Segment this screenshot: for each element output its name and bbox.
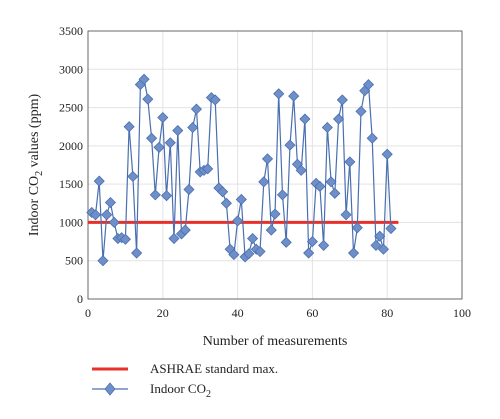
data-point-indoor-co2 — [254, 245, 266, 258]
data-point-indoor-co2 — [295, 164, 307, 176]
y-tick-label: 0 — [77, 292, 83, 306]
data-point-indoor-co2 — [217, 186, 229, 198]
legend-label-indoor: Indoor CO2 — [150, 381, 211, 400]
data-point-indoor-co2 — [190, 103, 203, 115]
data-point-indoor-co2 — [336, 94, 348, 106]
data-point-indoor-co2 — [299, 113, 311, 125]
legend-marker-indoor — [104, 382, 116, 396]
data-point-indoor-co2 — [108, 216, 120, 228]
data-point-indoor-co2 — [153, 141, 165, 153]
data-point-indoor-co2 — [138, 73, 150, 85]
data-point-indoor-co2 — [93, 175, 105, 187]
data-point-indoor-co2 — [284, 139, 296, 151]
data-point-indoor-co2 — [280, 236, 292, 248]
data-point-indoor-co2 — [209, 94, 221, 106]
data-point-indoor-co2 — [351, 222, 363, 234]
data-point-indoor-co2 — [344, 156, 356, 168]
data-point-indoor-co2 — [149, 189, 161, 201]
data-point-indoor-co2 — [288, 90, 300, 102]
data-point-indoor-co2 — [157, 111, 169, 124]
data-point-indoor-co2 — [123, 121, 135, 133]
data-point-indoor-co2 — [101, 209, 113, 221]
x-tick-label: 60 — [306, 306, 318, 320]
x-tick-label: 100 — [453, 306, 471, 320]
y-tick-label: 500 — [65, 254, 83, 268]
data-point-indoor-co2 — [220, 197, 232, 209]
data-point-indoor-co2 — [385, 222, 397, 235]
x-tick-label: 0 — [85, 306, 91, 320]
data-point-indoor-co2 — [168, 232, 180, 245]
data-point-indoor-co2 — [243, 248, 255, 260]
data-point-indoor-co2 — [362, 79, 375, 91]
data-point-indoor-co2 — [160, 190, 173, 202]
data-point-indoor-co2 — [269, 208, 281, 220]
data-point-indoor-co2 — [164, 137, 176, 149]
data-point-indoor-co2 — [235, 193, 247, 206]
data-point-indoor-co2 — [146, 132, 158, 144]
data-point-indoor-co2 — [127, 170, 139, 183]
plot-area — [87, 30, 463, 300]
data-point-indoor-co2 — [187, 121, 199, 134]
y-tick-label: 1000 — [59, 215, 83, 229]
data-point-indoor-co2 — [355, 105, 367, 117]
data-point-indoor-co2 — [202, 163, 214, 175]
data-point-indoor-co2 — [172, 124, 184, 137]
data-point-indoor-co2 — [261, 153, 274, 165]
gridlines — [88, 31, 462, 299]
data-point-indoor-co2 — [340, 209, 352, 221]
data-point-indoor-co2 — [303, 247, 315, 259]
data-point-indoor-co2 — [179, 224, 191, 236]
y-tick-label: 3500 — [59, 24, 83, 38]
data-point-indoor-co2 — [377, 243, 390, 255]
x-tick-labels: 0 20 40 60 80 100 — [85, 306, 471, 320]
data-point-indoor-co2 — [104, 196, 117, 209]
data-point-indoor-co2 — [276, 189, 289, 201]
y-tick-labels: 0 500 1000 1500 2000 2500 3000 3500 — [59, 24, 83, 306]
x-tick-label: 40 — [232, 306, 244, 320]
data-point-indoor-co2 — [142, 93, 154, 105]
y-axis-label: Indoor CO2 values (ppm) — [27, 94, 45, 237]
legend-label-standard: ASHRAE standard max. — [150, 361, 278, 376]
y-tick-label: 1500 — [59, 177, 83, 191]
series-layer — [86, 73, 399, 267]
y-tick-label: 2000 — [59, 139, 83, 153]
data-point-indoor-co2 — [321, 121, 333, 134]
data-point-indoor-co2 — [370, 239, 382, 251]
legend: ASHRAE standard max. Indoor CO2 — [92, 361, 278, 400]
data-point-indoor-co2 — [265, 224, 277, 236]
data-point-indoor-co2 — [89, 209, 102, 221]
data-point-indoor-co2 — [306, 236, 318, 248]
data-point-indoor-co2 — [381, 148, 393, 160]
data-point-indoor-co2 — [273, 88, 285, 100]
data-point-indoor-co2 — [119, 233, 131, 245]
data-point-indoor-co2 — [97, 255, 109, 267]
data-point-indoor-co2 — [228, 249, 240, 261]
data-point-indoor-co2 — [347, 247, 360, 259]
data-point-indoor-co2 — [232, 215, 244, 227]
data-point-indoor-co2 — [329, 187, 341, 199]
data-point-indoor-co2 — [183, 183, 195, 196]
data-point-indoor-co2 — [314, 180, 326, 193]
data-point-indoor-co2 — [246, 232, 259, 245]
data-point-indoor-co2 — [318, 239, 330, 251]
x-axis-label: Number of measurements — [203, 334, 348, 349]
y-tick-label: 3000 — [59, 62, 83, 76]
data-point-indoor-co2 — [131, 247, 143, 259]
series-line-indoor-co2 — [91, 77, 392, 261]
x-tick-label: 20 — [157, 306, 169, 320]
data-point-indoor-co2 — [374, 230, 386, 242]
data-point-indoor-co2 — [258, 176, 270, 188]
x-tick-label: 80 — [381, 306, 393, 320]
data-point-indoor-co2 — [325, 176, 337, 188]
y-tick-label: 2500 — [59, 101, 83, 115]
data-point-indoor-co2 — [333, 113, 345, 125]
data-point-indoor-co2 — [366, 132, 378, 144]
